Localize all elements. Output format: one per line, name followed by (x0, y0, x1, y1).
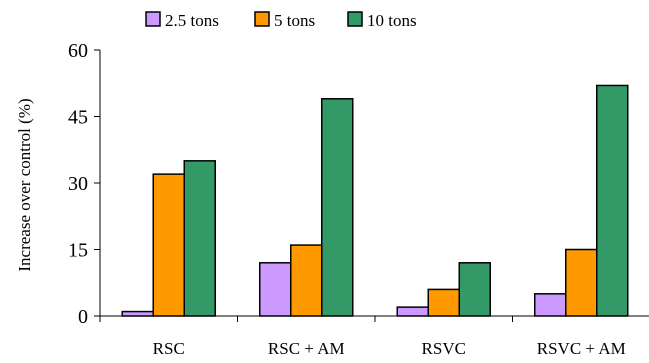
bar-2-5-tons-rsc (121, 310, 154, 317)
bar-10-tons-rsvc (458, 262, 491, 317)
bar-2-5-tons-rsvc (396, 306, 429, 317)
y-tick-label: 0 (78, 306, 88, 328)
bar-10-tons-rsc-am (321, 98, 354, 317)
legend-label: 10 tons (367, 11, 417, 30)
legend-label: 5 tons (274, 11, 315, 30)
legend-swatch (254, 11, 270, 27)
bar-10-tons-rsc (183, 160, 216, 317)
y-axis: 0 15 30 45 60 (68, 40, 101, 328)
legend-swatch (347, 11, 363, 27)
bar-2-5-tons-rsc-am (259, 262, 292, 317)
bar-5-tons-rsc-am (290, 244, 323, 317)
legend: 2.5 tons 5 tons 10 tons (145, 11, 417, 30)
bars (121, 84, 629, 317)
bar-5-tons-rsvc (427, 288, 460, 317)
bar-2-5-tons-rsvc-am (534, 293, 567, 317)
legend-label: 2.5 tons (165, 11, 219, 30)
y-axis-title: Increase over control (%) (15, 98, 34, 271)
x-tick-label: RSC + AM (268, 339, 345, 358)
y-tick-label: 15 (68, 240, 88, 262)
x-tick-label: RSVC + AM (537, 339, 626, 358)
x-axis: RSC RSC + AM RSVC RSVC + AM (99, 315, 649, 358)
x-tick-label: RSC (153, 339, 185, 358)
y-tick-label: 45 (68, 107, 88, 129)
y-tick-label: 30 (68, 173, 88, 195)
y-tick-label: 60 (68, 40, 88, 62)
legend-swatch (145, 11, 161, 27)
bar-10-tons-rsvc-am (596, 84, 629, 317)
x-tick-label: RSVC (422, 339, 466, 358)
bar-5-tons-rsc (152, 173, 185, 317)
bar-5-tons-rsvc-am (565, 248, 598, 317)
